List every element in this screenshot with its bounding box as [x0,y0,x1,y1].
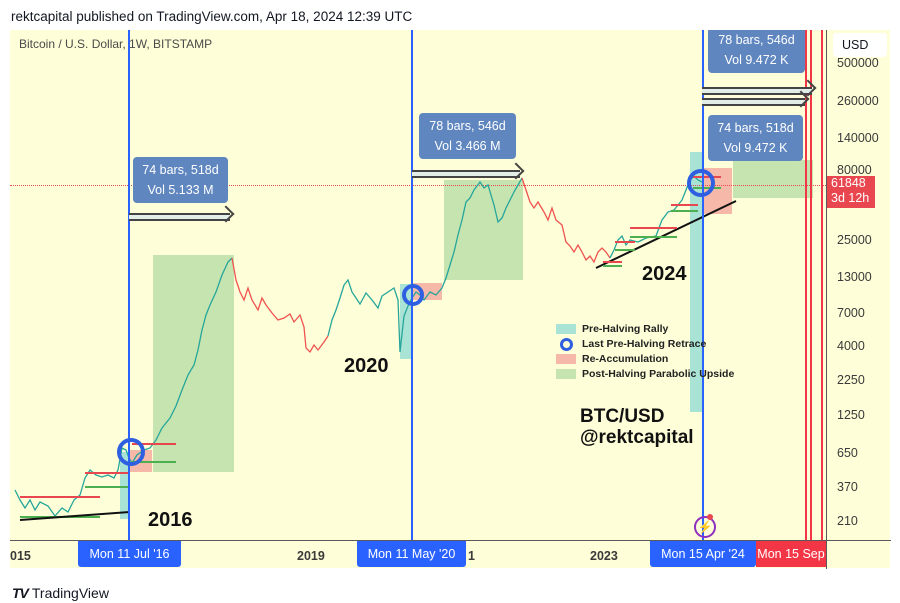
year-label-2020: 2020 [344,355,389,377]
pre-halving-rally-zone-2016 [120,452,129,519]
time-tick: 2023 [590,549,618,563]
measure-arrow-2016[interactable] [129,213,230,221]
price-tick: 210 [837,514,858,528]
measure-bars: 78 bars, 546d [718,33,795,47]
measure-box-2024-bottom[interactable]: 74 bars, 518d Vol 9.472 K [708,115,803,161]
current-price-badge: 61848 3d 12h [827,176,875,208]
measure-box-2024-top[interactable]: 78 bars, 546d Vol 9.472 K [708,30,805,73]
projection-line-1[interactable] [805,30,807,540]
price-tick: 650 [837,446,858,460]
plot-area[interactable]: 74 bars, 518d Vol 5.133 M 78 bars, 546d … [10,30,826,540]
price-tick: 260000 [837,94,879,108]
pre-halving-rally-zone-2024 [690,152,702,412]
projection-line-3[interactable] [821,30,823,540]
watermark: BTC/USD @rektcapital [580,406,694,448]
halving-date-label-2016: Mon 11 Jul '16 [78,541,181,567]
halving-line-2024[interactable] [702,30,704,540]
time-tick: 2019 [297,549,325,563]
post-halving-upside-zone-2024 [733,160,813,198]
tradingview-logo-icon: TV [12,585,29,601]
price-axis[interactable]: 500000 260000 140000 80000 25000 13000 7… [826,30,891,540]
year-label-2016: 2016 [148,509,193,531]
post-halving-upside-zone-2020 [444,180,523,280]
axis-corner [826,540,891,569]
time-axis[interactable]: 015 2019 1 2023 Mon 11 Jul '16 Mon 11 Ma… [10,540,826,569]
legend-item-post-halving-upside: Post-Halving Parabolic Upside [556,367,734,382]
price-tick: 500000 [837,56,879,70]
symbol-title: Bitcoin / U.S. Dollar, 1W, BITSTAMP [19,37,213,51]
measure-arrow-2020[interactable] [412,170,520,178]
legend-item-re-accumulation: Re-Accumulation [556,352,734,367]
last-pre-halving-retrace-ring-2016 [117,438,145,466]
projection-line-2[interactable] [810,30,812,540]
measure-volume: Vol 3.466 M [434,139,501,153]
salmon-swatch-icon [556,354,576,364]
price-tick: 25000 [837,233,872,247]
measure-volume: Vol 9.472 K [723,141,788,155]
measure-arrow-2024-long[interactable] [702,87,812,95]
lightning-event-icon[interactable]: ⚡ [694,516,716,538]
measure-bars: 74 bars, 518d [717,121,794,135]
price-tick: 370 [837,480,858,494]
published-line: rektcapital published on TradingView.com… [11,9,413,24]
notification-dot-icon [707,514,713,520]
price-tick: 80000 [837,163,872,177]
halving-date-label-2024: Mon 15 Apr '24 [650,541,756,567]
price-tick: 1250 [837,408,865,422]
legend-item-pre-halving-rally: Pre-Halving Rally [556,322,734,337]
current-price-line [10,185,826,186]
price-tick: 2250 [837,373,865,387]
measure-bars: 74 bars, 518d [142,163,219,177]
brand-name: TradingView [31,585,109,601]
price-candles [14,175,737,521]
time-tick: 1 [468,549,475,563]
legend: Pre-Halving Rally Last Pre-Halving Retra… [556,322,734,382]
year-label-2024: 2024 [642,263,687,285]
last-pre-halving-retrace-ring-2024 [687,169,715,197]
measure-bars: 78 bars, 546d [429,119,506,133]
green-swatch-icon [556,369,576,379]
blue-ring-icon [560,338,573,351]
current-price: 61848 [831,176,866,190]
projection-date-label: Mon 15 Sep [756,541,826,567]
price-tick: 4000 [837,339,865,353]
halving-line-2016[interactable] [128,30,130,540]
measure-volume: Vol 5.133 M [147,183,214,197]
halving-date-label-2020: Mon 11 May '20 [357,541,466,567]
time-tick: 015 [10,549,31,563]
bar-countdown: 3d 12h [831,191,870,205]
price-tick: 7000 [837,306,865,320]
tradingview-brand[interactable]: TV TradingView [12,585,109,601]
measure-box-2020[interactable]: 78 bars, 546d Vol 3.466 M [419,113,516,159]
currency-button[interactable]: USD [833,33,887,57]
price-tick: 140000 [837,131,879,145]
price-tick: 13000 [837,270,872,284]
legend-item-last-pre-halving-retrace: Last Pre-Halving Retrace [556,337,734,352]
chart-container[interactable]: 74 bars, 518d Vol 5.133 M 78 bars, 546d … [10,30,891,569]
teal-swatch-icon [556,324,576,334]
measure-arrow-2024-short[interactable] [702,98,805,106]
measure-box-2016[interactable]: 74 bars, 518d Vol 5.133 M [133,157,228,203]
post-halving-upside-zone-2016 [153,255,234,472]
last-pre-halving-retrace-ring-2020 [402,284,424,306]
measure-volume: Vol 9.472 K [724,53,789,67]
